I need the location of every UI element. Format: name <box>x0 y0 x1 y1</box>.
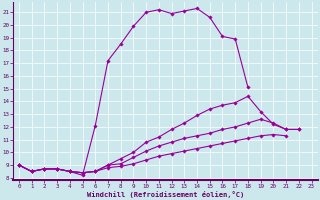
X-axis label: Windchill (Refroidissement éolien,°C): Windchill (Refroidissement éolien,°C) <box>87 191 244 198</box>
